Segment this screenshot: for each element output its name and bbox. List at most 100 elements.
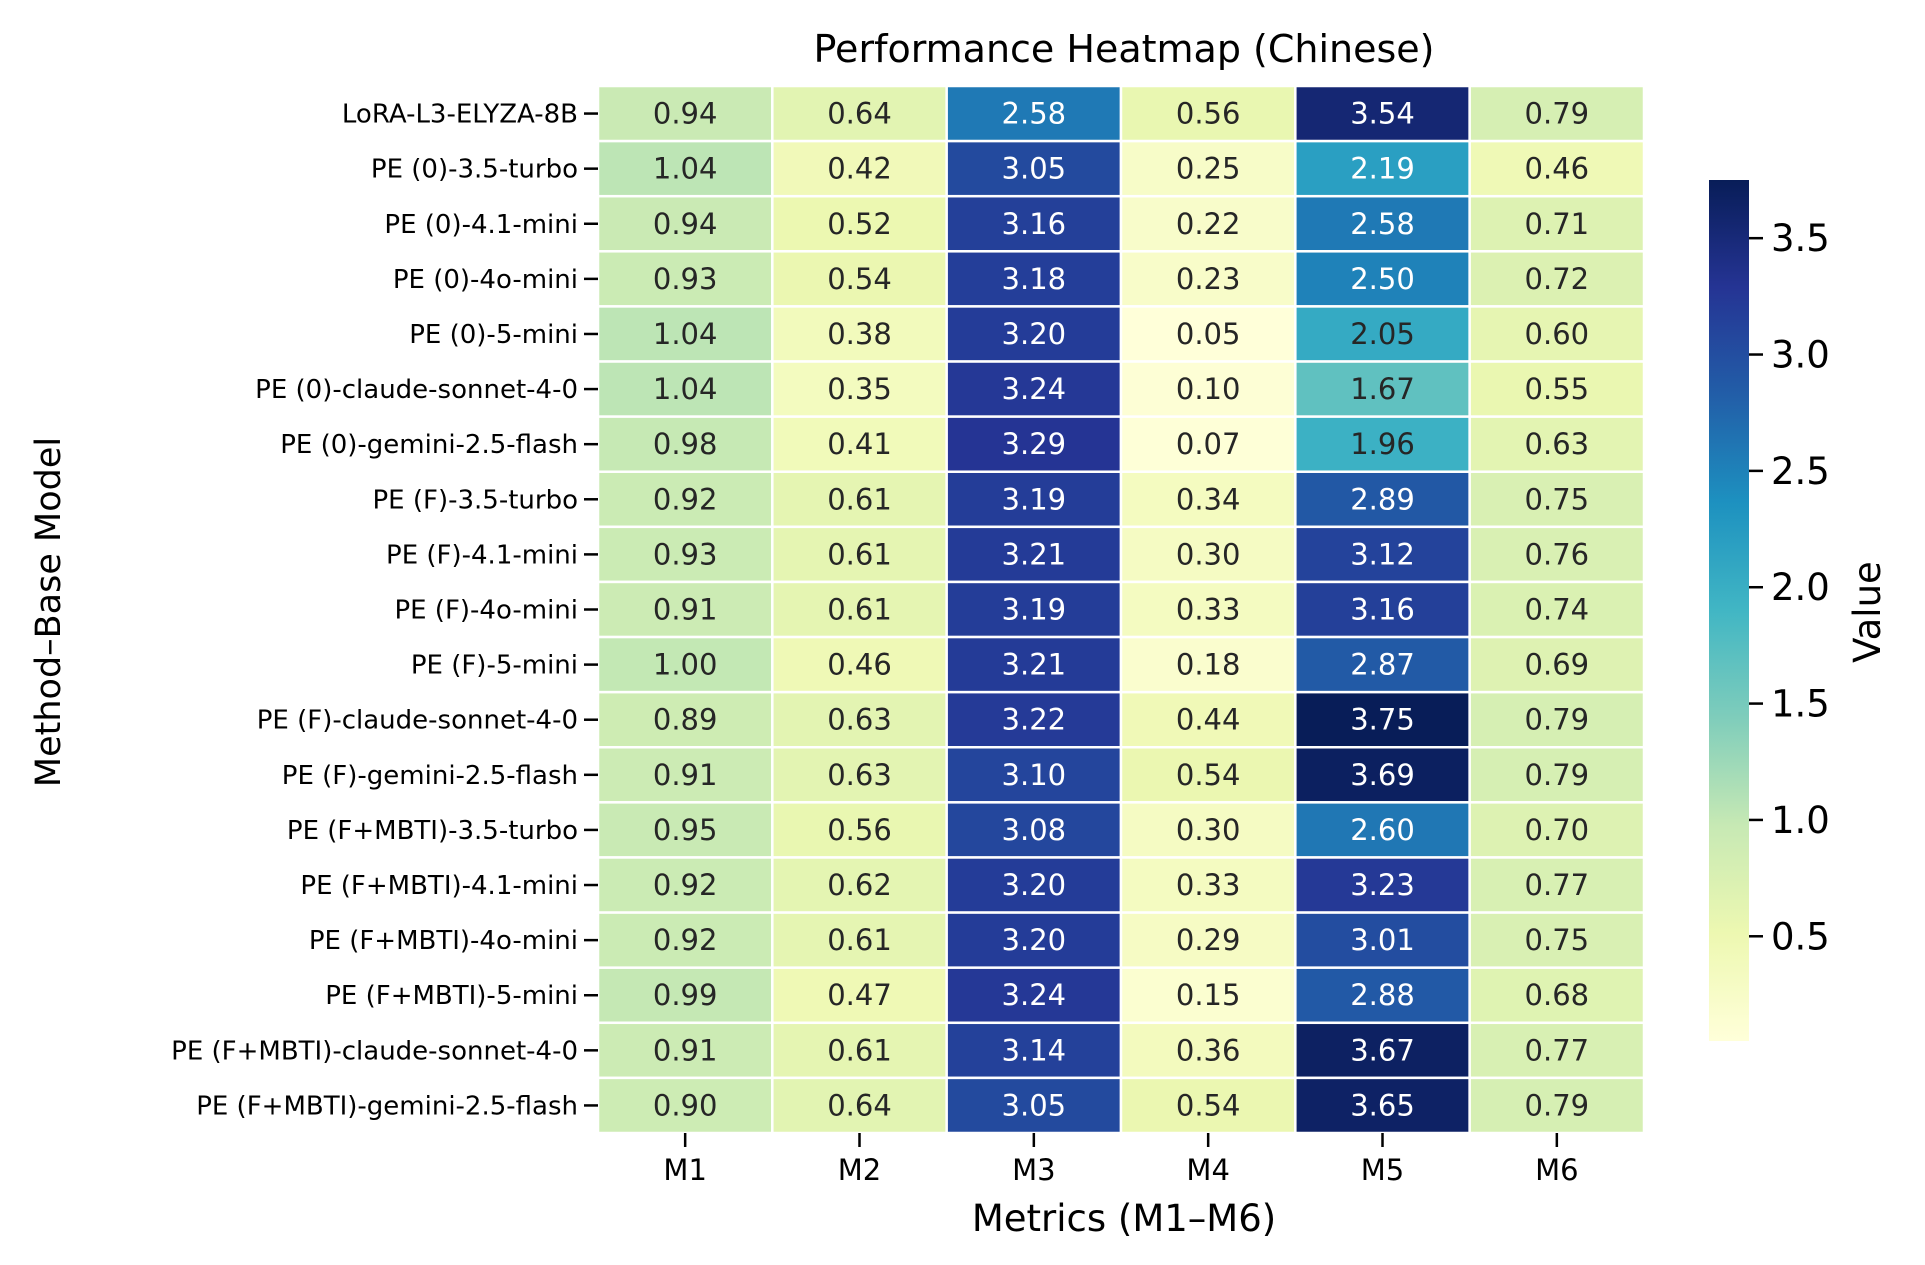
cell-value-label: 0.91 xyxy=(653,593,718,627)
cell-value-label: 0.34 xyxy=(1176,482,1241,516)
cell-value-label: 2.89 xyxy=(1350,482,1415,516)
cell-value-label: 3.20 xyxy=(1002,317,1067,351)
heatmap-cell xyxy=(1294,911,1471,969)
heatmap-cell xyxy=(596,801,774,859)
heatmap-cell xyxy=(596,635,774,694)
cell-value-label: 0.74 xyxy=(1525,593,1590,627)
heatmap-cell xyxy=(945,801,1123,859)
heatmap-cell xyxy=(596,580,774,639)
heatmap-cell xyxy=(1294,470,1471,529)
heatmap-cell xyxy=(945,966,1123,1025)
cell-value-label: 0.94 xyxy=(653,207,718,241)
cell-value-label: 0.54 xyxy=(1176,758,1241,792)
column-labels: M1 M2 M3 M4 M5 M6 xyxy=(663,1133,1579,1187)
cell-value-label: 3.21 xyxy=(1002,648,1067,682)
cell-value-label: 0.70 xyxy=(1525,813,1590,847)
colorbar-tick-label: 2.0 xyxy=(1771,566,1830,609)
cell-value-label: 3.08 xyxy=(1002,813,1067,847)
cell-value-label: 1.04 xyxy=(653,152,718,186)
cell-value-label: 2.19 xyxy=(1350,152,1415,186)
cell-value-label: 3.67 xyxy=(1350,1033,1415,1067)
cell-value-label: 0.76 xyxy=(1525,537,1590,571)
heatmap-cell xyxy=(945,470,1123,529)
y-tick-label: PE (F+MBTI)-3.5-turbo xyxy=(287,816,578,846)
heatmap-cell xyxy=(1294,856,1471,914)
cell-value-label: 0.30 xyxy=(1176,813,1241,847)
cell-value-label: 3.14 xyxy=(1002,1033,1067,1067)
cell-value-label: 0.61 xyxy=(827,537,892,571)
heatmap-cell xyxy=(596,525,774,584)
cell-value-label: 0.93 xyxy=(653,262,718,296)
cell-value-label: 0.29 xyxy=(1176,923,1241,957)
cell-value-label: 0.79 xyxy=(1525,97,1590,131)
cell-value-label: 3.20 xyxy=(1002,923,1067,957)
chart-title: Performance Heatmap (Chinese) xyxy=(814,27,1435,71)
heatmap-cell xyxy=(771,250,948,308)
cell-value-label: 0.99 xyxy=(653,978,718,1012)
heatmap-cell xyxy=(596,746,774,804)
cell-value-label: 0.35 xyxy=(827,372,892,406)
cell-value-label: 0.60 xyxy=(1525,317,1590,351)
heatmap-cell xyxy=(945,746,1123,804)
cell-value-label: 0.79 xyxy=(1525,758,1590,792)
heatmap-cell xyxy=(596,1021,774,1080)
cell-value-label: 3.65 xyxy=(1350,1088,1415,1122)
cell-value-label: 1.00 xyxy=(653,648,718,682)
x-tick-label: M3 xyxy=(1012,1153,1055,1187)
cell-value-label: 0.91 xyxy=(653,758,718,792)
heatmap-cell xyxy=(1468,139,1646,198)
cell-value-label: 0.63 xyxy=(827,758,892,792)
y-tick-label: PE (0)-3.5-turbo xyxy=(371,155,578,185)
heatmap-cell xyxy=(1119,856,1297,914)
y-tick-label: PE (F+MBTI)-gemini-2.5-flash xyxy=(196,1091,578,1121)
x-tick-label: M1 xyxy=(663,1153,706,1187)
cell-value-label: 1.96 xyxy=(1350,427,1415,461)
cell-value-label: 0.25 xyxy=(1176,152,1241,186)
cell-value-label: 0.41 xyxy=(827,427,892,461)
colorbar-tick-label: 2.5 xyxy=(1771,450,1830,493)
heatmap-cell xyxy=(1468,690,1646,749)
x-tick-label: M4 xyxy=(1186,1153,1229,1187)
cell-value-label: 0.92 xyxy=(653,868,718,902)
heatmap-cell xyxy=(771,194,948,253)
y-tick-label: PE (F)-4o-mini xyxy=(394,596,578,626)
heatmap-cell xyxy=(1119,250,1297,308)
heatmap-cell xyxy=(1119,194,1297,253)
colorbar-label: Value xyxy=(1846,561,1889,663)
cell-value-label: 1.04 xyxy=(653,317,718,351)
y-tick-label: PE (F)-4.1-mini xyxy=(386,540,578,570)
cell-value-label: 3.20 xyxy=(1002,868,1067,902)
cell-value-label: 0.92 xyxy=(653,482,718,516)
heatmap-cells: 0.94 0.64 2.58 0.56 3.54 0.79 1.04 0.42 3.05 0.25… xyxy=(596,84,1646,1135)
cell-value-label: 2.50 xyxy=(1350,262,1415,296)
heatmap-cell xyxy=(1468,360,1646,418)
heatmap-cell xyxy=(1468,194,1646,253)
heatmap-cell xyxy=(1468,1021,1646,1080)
y-tick-label: PE (0)-claude-sonnet-4-0 xyxy=(255,375,578,405)
cell-value-label: 0.56 xyxy=(827,813,892,847)
heatmap-cell xyxy=(771,525,948,584)
cell-value-label: 0.92 xyxy=(653,923,718,957)
heatmap-cell xyxy=(1294,525,1471,584)
heatmap-cell xyxy=(1468,470,1646,529)
cell-value-label: 0.05 xyxy=(1176,317,1241,351)
heatmap-cell xyxy=(596,250,774,308)
cell-value-label: 0.52 xyxy=(827,207,892,241)
cell-value-label: 3.54 xyxy=(1350,97,1415,131)
cell-value-label: 0.46 xyxy=(1525,152,1590,186)
cell-value-label: 0.64 xyxy=(827,1088,892,1122)
cell-value-label: 3.05 xyxy=(1002,1088,1067,1122)
cell-value-label: 3.22 xyxy=(1002,703,1067,737)
cell-value-label: 0.64 xyxy=(827,97,892,131)
cell-value-label: 0.38 xyxy=(827,317,892,351)
y-axis-label: Method–Base Model xyxy=(29,437,69,787)
cell-value-label: 0.98 xyxy=(653,427,718,461)
heatmap-cell xyxy=(1119,1076,1297,1135)
heatmap-cell xyxy=(1468,966,1646,1025)
cell-value-label: 0.23 xyxy=(1176,262,1241,296)
colorbar-tick-label: 1.5 xyxy=(1771,683,1830,726)
cell-value-label: 3.16 xyxy=(1002,207,1067,241)
heatmap-cell xyxy=(1119,801,1297,859)
cell-value-label: 0.55 xyxy=(1525,372,1590,406)
